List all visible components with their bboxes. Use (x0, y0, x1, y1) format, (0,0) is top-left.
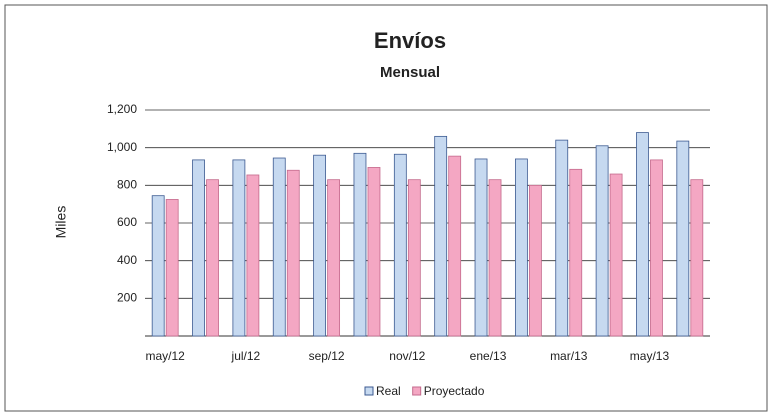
y-tick-label: 1,000 (107, 140, 137, 154)
bar (407, 179, 421, 337)
legend-label: Real (376, 384, 401, 398)
bar (474, 158, 488, 337)
y-tick-label: 400 (117, 253, 137, 267)
x-tick-label: nov/12 (389, 349, 425, 363)
bar (151, 195, 165, 337)
bar (313, 154, 327, 337)
bar (650, 159, 663, 337)
x-tick-label: jul/12 (231, 349, 261, 363)
bar (192, 159, 205, 337)
x-tick-label: may/12 (145, 349, 185, 363)
bar (165, 199, 179, 337)
y-tick-label: 800 (117, 178, 137, 192)
bar (448, 155, 462, 337)
bar (569, 168, 583, 337)
x-tick-label: mar/13 (550, 349, 588, 363)
legend-swatch (412, 386, 422, 396)
bar (286, 169, 300, 337)
bar (246, 174, 260, 337)
legend-swatch (364, 386, 374, 396)
x-tick-label: sep/12 (309, 349, 345, 363)
bar (636, 132, 649, 337)
chart-subtitle: Mensual (380, 64, 440, 81)
bar (272, 157, 286, 337)
bar (488, 179, 502, 337)
bar (690, 179, 704, 337)
bar (595, 145, 609, 337)
bar (514, 158, 528, 337)
bar (367, 167, 381, 337)
bar (232, 159, 246, 337)
bar (353, 152, 367, 337)
bar (555, 139, 569, 337)
bar (327, 179, 341, 337)
y-axis-label: Miles (53, 206, 69, 239)
bar (434, 135, 448, 337)
x-tick-label: may/13 (630, 349, 670, 363)
bar (393, 153, 407, 337)
y-tick-label: 200 (117, 291, 137, 305)
bar (609, 173, 623, 337)
bar (206, 179, 219, 337)
y-tick-label: 1,200 (107, 102, 137, 116)
y-tick-label: 600 (117, 215, 137, 229)
legend-label: Proyectado (424, 384, 485, 398)
bar (676, 140, 690, 337)
x-tick-label: ene/13 (470, 349, 507, 363)
bar (528, 184, 542, 337)
chart-title: Envíos (374, 28, 446, 53)
